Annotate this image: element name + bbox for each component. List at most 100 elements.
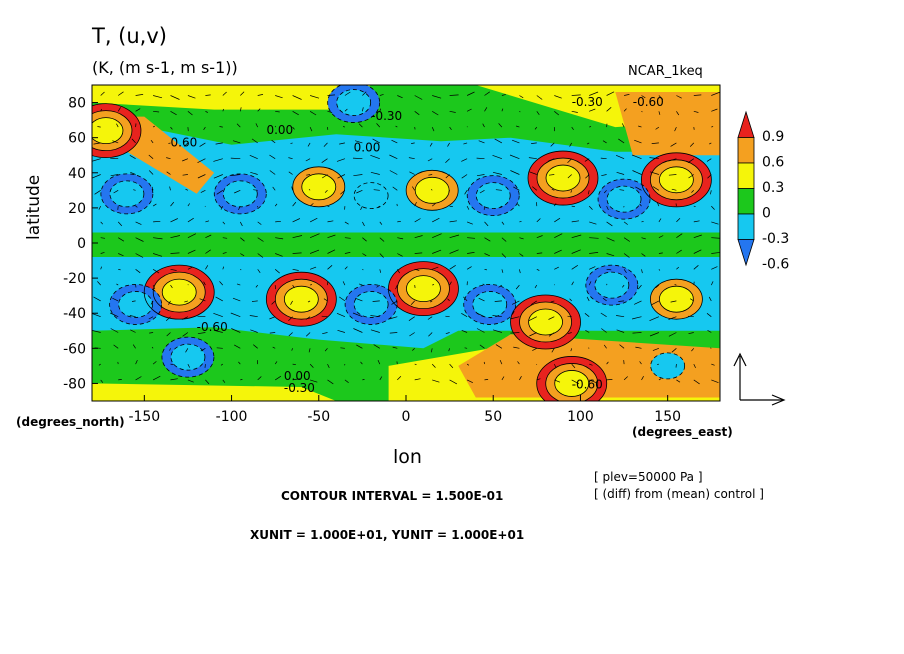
wind-vector — [492, 154, 503, 160]
wind-vector — [623, 376, 628, 381]
wind-vector — [449, 281, 452, 286]
wind-vector — [448, 190, 450, 193]
wind-vector — [93, 142, 101, 145]
wind-vector — [501, 253, 507, 258]
wind-vector — [693, 110, 699, 113]
wind-vector — [414, 95, 423, 100]
wind-vector — [634, 300, 642, 305]
wind-vector — [501, 108, 504, 112]
wind-vector — [292, 218, 301, 223]
wind-vector — [240, 269, 242, 271]
wind-vector — [170, 284, 173, 289]
contour-line — [554, 370, 590, 397]
wind-vector — [135, 359, 138, 365]
wind-vector — [688, 332, 694, 335]
wind-vector — [135, 237, 144, 242]
wind-vector — [445, 315, 450, 318]
wind-vector — [377, 359, 381, 365]
wind-vector — [431, 203, 436, 207]
wind-vector — [370, 329, 380, 333]
wind-vector — [257, 108, 261, 112]
wind-vector — [362, 237, 367, 242]
contour-line — [658, 166, 694, 194]
wind-vector — [222, 108, 225, 112]
wind-vector — [414, 235, 423, 239]
wind-vector — [153, 220, 161, 223]
wind-vector — [668, 158, 677, 162]
wind-vector — [449, 205, 453, 208]
wind-vector — [528, 316, 537, 322]
wind-vector — [182, 158, 189, 162]
wind-vector — [571, 265, 578, 270]
wind-vector — [135, 253, 144, 258]
wind-vector — [651, 300, 660, 306]
wind-vector — [492, 329, 503, 333]
wind-vector — [536, 252, 543, 254]
contour-line — [118, 291, 154, 318]
wind-vector — [536, 378, 541, 381]
wind-vector — [623, 108, 627, 112]
wind-vector — [327, 94, 336, 96]
wind-vector — [257, 221, 262, 225]
wind-vector — [213, 158, 223, 162]
wind-vector — [337, 329, 345, 333]
wind-vector — [165, 316, 171, 321]
wind-vector — [377, 205, 380, 208]
wind-vector — [205, 234, 212, 239]
wind-vector — [638, 125, 642, 128]
wind-vector — [288, 316, 293, 321]
wind-vector — [238, 361, 241, 365]
wind-vector — [290, 300, 293, 305]
wind-vector — [152, 253, 163, 257]
wind-vector — [693, 94, 702, 96]
wind-vector — [519, 269, 521, 274]
wind-vector — [449, 363, 454, 369]
run-label: NCAR_1keq — [628, 64, 703, 79]
wind-vector — [658, 269, 661, 271]
anomaly-fill — [476, 182, 511, 209]
wind-vector — [152, 125, 156, 128]
wind-vector — [623, 269, 627, 273]
wind-vector — [501, 376, 505, 381]
wind-vector — [291, 348, 293, 351]
wind-vector — [711, 252, 720, 254]
wind-vector — [362, 379, 365, 381]
contour-label: 0.00 — [354, 141, 381, 155]
contour-line — [545, 164, 581, 192]
wind-vector — [548, 158, 555, 162]
wind-vector — [272, 346, 276, 349]
wind-vector — [551, 188, 555, 191]
colorbar-label: -0.6 — [762, 257, 789, 273]
wind-vector — [606, 361, 609, 365]
wind-vector — [623, 237, 630, 242]
wind-vector — [569, 298, 572, 302]
wind-vector — [187, 217, 194, 223]
wind-vector — [392, 186, 398, 191]
wind-vector — [693, 379, 700, 385]
wind-vector — [408, 157, 415, 160]
wind-vector — [492, 171, 502, 175]
wind-vector — [291, 186, 293, 191]
wind-vector — [205, 94, 211, 96]
wind-vector — [476, 157, 485, 160]
wind-vector — [274, 361, 278, 365]
wind-vector — [571, 249, 581, 254]
wind-vector — [197, 158, 206, 164]
colorbar-label: -0.3 — [762, 231, 789, 247]
wind-vector — [370, 171, 380, 175]
wind-vector — [569, 142, 573, 147]
wind-vector — [250, 171, 258, 175]
wind-vector — [129, 315, 136, 318]
wind-vector — [92, 158, 101, 162]
wind-vector — [255, 123, 259, 128]
anomaly-fill — [554, 370, 589, 397]
wind-vector — [257, 237, 264, 242]
wind-vector — [676, 111, 680, 116]
wind-vector — [586, 296, 590, 302]
contour-line — [406, 275, 441, 303]
wind-vector — [495, 189, 502, 191]
wind-vector — [641, 253, 646, 257]
wind-vector — [571, 126, 574, 131]
wind-vector — [275, 253, 283, 257]
